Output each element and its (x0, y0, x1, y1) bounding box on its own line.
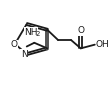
Text: OH: OH (96, 40, 110, 49)
Text: NH: NH (24, 28, 38, 37)
Text: O: O (77, 26, 84, 35)
Text: 2: 2 (35, 31, 40, 37)
Text: N: N (21, 50, 27, 59)
Text: O: O (10, 40, 17, 49)
